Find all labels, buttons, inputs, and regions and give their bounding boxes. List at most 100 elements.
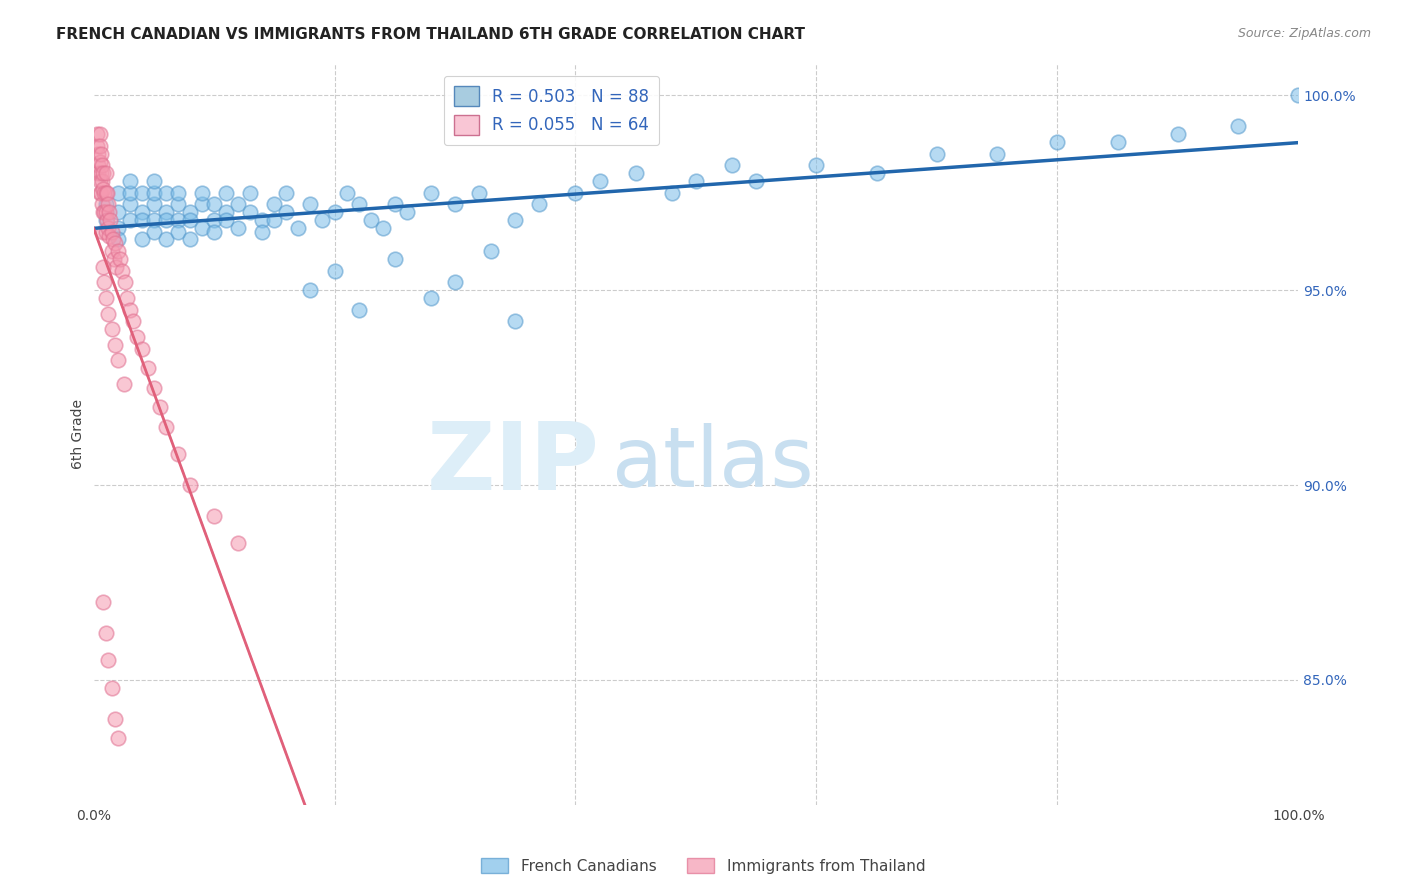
Point (97, 306, 120, 320)
Point (89, 174, 111, 188)
Point (136, 361, 159, 376)
Point (252, 225, 274, 239)
Point (107, 353, 129, 368)
Point (94, 225, 117, 239)
Point (179, 213, 201, 227)
Point (624, 166, 647, 180)
Point (468, 186, 491, 200)
Point (925, 146, 948, 161)
Point (167, 186, 190, 200)
Point (105, 260, 128, 274)
Point (89, 154, 111, 169)
Point (118, 302, 141, 317)
Point (167, 225, 190, 239)
Point (107, 731, 129, 746)
Point (299, 197, 322, 211)
Point (131, 232, 153, 246)
Point (97, 197, 120, 211)
Point (91, 595, 114, 609)
Point (384, 252, 406, 266)
Point (90, 166, 112, 180)
Point (419, 186, 441, 200)
Point (986, 146, 1008, 161)
Point (503, 314, 526, 328)
Point (142, 225, 165, 239)
Point (239, 186, 262, 200)
Point (112, 376, 135, 391)
Point (97, 220, 120, 235)
Point (336, 186, 359, 200)
Point (721, 158, 744, 172)
Point (215, 186, 238, 200)
Point (529, 197, 551, 211)
Point (745, 174, 768, 188)
Point (202, 509, 225, 524)
Point (107, 220, 129, 235)
Point (108, 252, 131, 266)
Point (215, 213, 238, 227)
Point (1167, 127, 1189, 141)
Point (347, 197, 370, 211)
Point (167, 447, 190, 461)
Point (191, 197, 214, 211)
Point (96, 186, 118, 200)
Point (107, 186, 129, 200)
Point (131, 213, 153, 227)
Point (179, 478, 201, 492)
Text: FRENCH CANADIAN VS IMMIGRANTS FROM THAILAND 6TH GRADE CORRELATION CHART: FRENCH CANADIAN VS IMMIGRANTS FROM THAIL… (56, 27, 806, 42)
Point (98, 228, 121, 243)
Point (94, 626, 117, 640)
Point (444, 197, 467, 211)
Point (100, 681, 122, 695)
Point (191, 186, 214, 200)
Point (122, 314, 145, 328)
Point (98, 205, 121, 219)
Point (100, 225, 122, 239)
Point (111, 263, 134, 277)
Point (215, 205, 238, 219)
Point (97, 653, 120, 667)
Point (100, 213, 122, 227)
Point (91, 205, 114, 219)
Point (90, 146, 112, 161)
Point (93, 205, 115, 219)
Point (114, 276, 136, 290)
Point (202, 197, 225, 211)
Point (142, 186, 165, 200)
Point (661, 186, 683, 200)
Text: ZIP: ZIP (426, 418, 599, 510)
Point (360, 213, 382, 227)
Point (323, 205, 346, 219)
Point (131, 186, 153, 200)
Point (155, 419, 177, 434)
Point (179, 232, 201, 246)
Point (202, 225, 225, 239)
Point (239, 205, 262, 219)
Point (347, 302, 370, 317)
Point (149, 400, 172, 414)
Point (806, 158, 828, 172)
Point (142, 213, 165, 227)
Y-axis label: 6th Grade: 6th Grade (72, 400, 86, 469)
Point (167, 197, 190, 211)
Point (87, 158, 110, 172)
Point (311, 213, 333, 227)
Point (100, 244, 122, 259)
Point (1286, 88, 1309, 103)
Point (588, 174, 610, 188)
Point (90, 186, 112, 200)
Point (1046, 135, 1069, 149)
Point (96, 213, 118, 227)
Point (226, 220, 249, 235)
Point (1227, 120, 1250, 134)
Point (91, 166, 114, 180)
Point (444, 276, 467, 290)
Point (94, 213, 117, 227)
Point (263, 213, 285, 227)
Point (155, 186, 177, 200)
Legend: R = 0.503   N = 88, R = 0.055   N = 64: R = 0.503 N = 88, R = 0.055 N = 64 (444, 76, 659, 145)
Point (371, 220, 394, 235)
Point (91, 225, 114, 239)
Point (685, 174, 707, 188)
Point (107, 205, 129, 219)
